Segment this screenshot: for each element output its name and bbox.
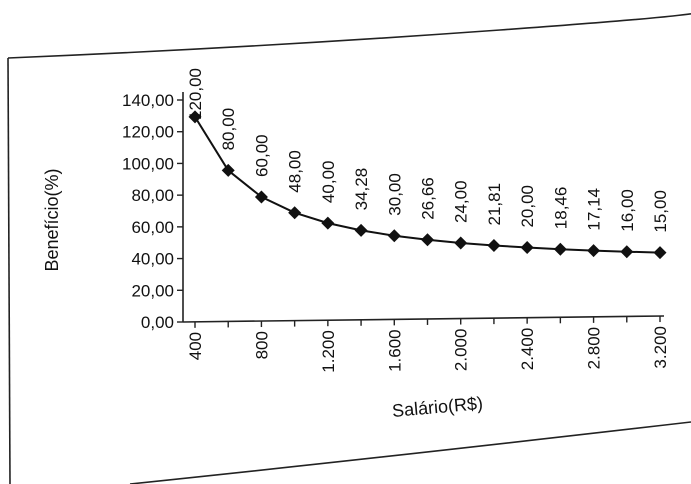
y-tick-label: 120,00 [122, 123, 174, 142]
y-tick-label: 0,00 [141, 313, 174, 332]
x-tick-label: 3.200 [651, 326, 670, 369]
y-tick-label: 100,00 [122, 154, 174, 173]
y-tick-label: 60,00 [131, 218, 174, 237]
data-point-marker [288, 206, 302, 220]
y-tick-label: 140,00 [122, 91, 174, 110]
frame-bottom-edge [129, 421, 691, 484]
data-point-marker [520, 241, 534, 255]
x-tick-label: 1.600 [385, 329, 404, 372]
data-label: 20,00 [518, 185, 537, 228]
data-point-marker [587, 244, 601, 258]
data-label: 40,00 [319, 161, 338, 204]
y-tick-label: 20,00 [131, 281, 174, 300]
data-point-marker [454, 236, 468, 250]
x-tick-label: 1.200 [319, 330, 338, 373]
data-point-marker [321, 216, 335, 230]
x-axis-line [182, 315, 665, 323]
data-label: 15,00 [651, 190, 670, 233]
data-point-marker [553, 242, 567, 256]
data-point-marker [387, 229, 401, 243]
frame-top-edge [7, 10, 691, 59]
x-tick-label: 800 [252, 331, 271, 359]
data-point-marker [421, 233, 434, 247]
data-label: 30,00 [385, 173, 404, 216]
y-tick-label: 40,00 [131, 250, 174, 269]
data-point-marker [653, 246, 667, 260]
data-point-marker [188, 110, 202, 124]
data-labels: 120,00 80,00 60,00 48,00 40,00 34,28 30,00 26,6… [186, 68, 670, 233]
x-tick-label: 2.800 [585, 327, 604, 370]
x-tick-label: 2.000 [452, 329, 471, 372]
series-markers [188, 110, 667, 260]
data-label: 34,28 [352, 168, 371, 211]
data-label: 16,00 [618, 189, 637, 232]
data-label: 26,66 [419, 177, 438, 220]
y-axis-title: Benefício(%) [42, 168, 62, 271]
axes [182, 92, 665, 323]
data-label: 21,81 [485, 183, 504, 226]
data-label: 18,46 [551, 187, 570, 230]
data-label: 60,00 [252, 134, 271, 177]
x-tick-label: 400 [186, 332, 205, 360]
x-tick-label: 2.400 [518, 328, 537, 371]
frame-left-edge [7, 57, 11, 484]
data-point-marker [254, 190, 268, 204]
data-label: 17,14 [585, 188, 604, 231]
y-tick-label: 80,00 [131, 186, 174, 205]
data-label: 48,00 [286, 150, 305, 193]
data-point-marker [487, 239, 501, 253]
y-axis-ticks: 0,00 20,00 40,00 60,00 80,00 100,00 120,00 140,… [122, 91, 183, 332]
x-axis-title: Salário(R$) [391, 393, 483, 421]
data-label: 80,00 [219, 108, 238, 151]
x-axis-ticks: 400 800 1.200 1.600 2.000 2.400 2.800 3.200 [186, 316, 670, 373]
data-point-marker [221, 163, 235, 177]
data-point-marker [620, 245, 634, 259]
data-label: 120,00 [186, 68, 205, 120]
data-label: 24,00 [452, 180, 471, 223]
data-point-marker [354, 223, 368, 237]
